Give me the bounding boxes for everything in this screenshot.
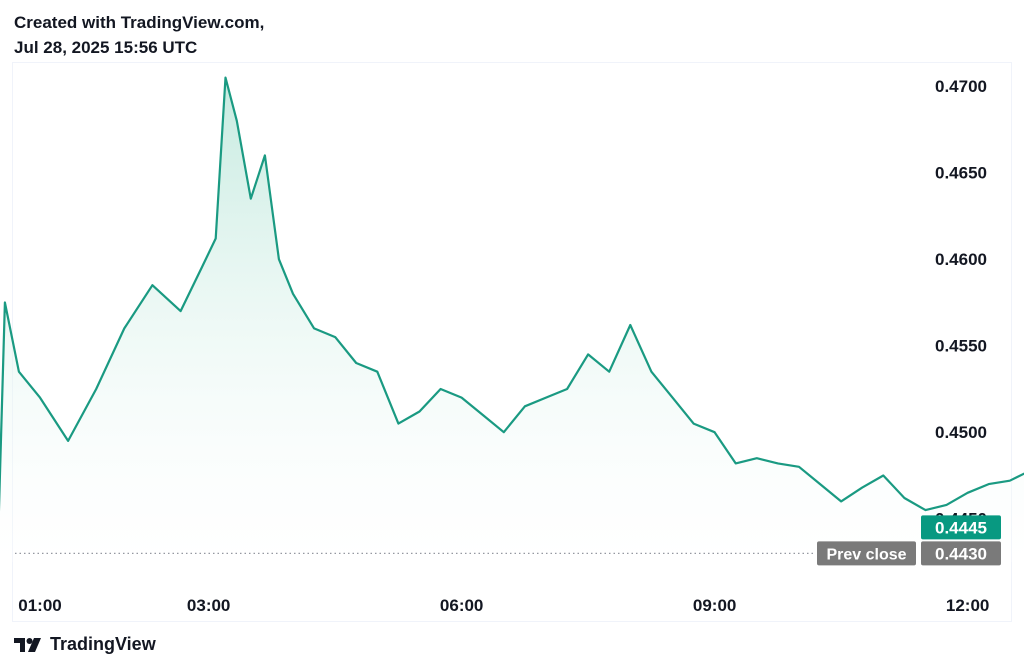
x-tick-label: 03:00 bbox=[187, 596, 230, 615]
chart-caption: Created with TradingView.com, Jul 28, 20… bbox=[14, 10, 264, 60]
prev-close-badge bbox=[817, 541, 916, 566]
x-tick-label: 06:00 bbox=[440, 596, 483, 615]
x-tick-label: 09:00 bbox=[693, 596, 736, 615]
x-tick-label: 01:00 bbox=[18, 596, 61, 615]
tradingview-logo-text: TradingView bbox=[50, 634, 156, 654]
prev-close-value-label: 0.4430 bbox=[935, 544, 987, 563]
price-area-fill bbox=[0, 77, 1024, 562]
tradingview-logo[interactable]: TradingView bbox=[14, 634, 156, 655]
y-tick-label: 0.4650 bbox=[935, 164, 987, 183]
y-tick-label: 0.4500 bbox=[935, 423, 987, 442]
tradingview-logo-icon bbox=[14, 637, 41, 652]
caption-line-1: Created with TradingView.com, bbox=[14, 13, 265, 32]
last-price-badge bbox=[921, 515, 1001, 540]
price-line bbox=[0, 76, 1024, 512]
y-tick-label: 0.4600 bbox=[935, 250, 987, 269]
last-price-label: 0.4445 bbox=[935, 518, 987, 537]
caption-line-2: Jul 28, 2025 15:56 UTC bbox=[14, 38, 198, 57]
y-tick-label: 0.4550 bbox=[935, 337, 987, 356]
prev-close-value-badge bbox=[921, 541, 1001, 566]
prev-close-text: Prev close bbox=[826, 546, 906, 563]
x-tick-label: 12:00 bbox=[946, 596, 989, 615]
y-tick-label: 0.4700 bbox=[935, 77, 987, 96]
